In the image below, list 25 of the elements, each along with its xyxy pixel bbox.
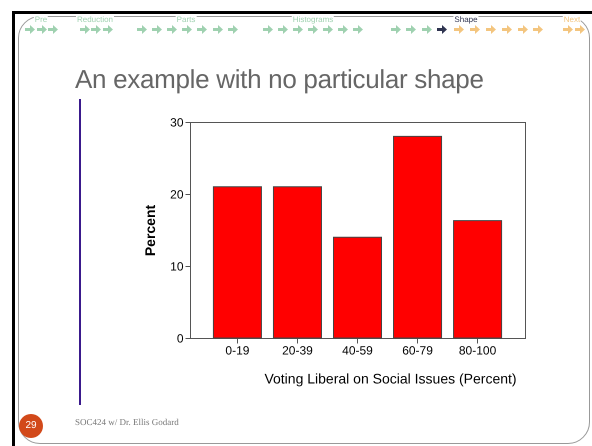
text: 29	[24, 420, 38, 431]
x-tick-label: 80-100	[458, 344, 497, 358]
text: Pre	[34, 15, 48, 24]
bar	[212, 186, 262, 338]
text: Next	[562, 15, 582, 24]
y-tick-label: 20	[170, 188, 184, 202]
text: Shape	[453, 15, 479, 24]
x-tick-label: 0-19	[225, 344, 250, 358]
x-axis-title: Voting Liberal on Social Issues (Percent)	[264, 370, 517, 386]
bar	[272, 186, 322, 338]
bar	[332, 236, 382, 338]
text: Reduction	[76, 15, 114, 24]
x-tick-label: 20-39	[282, 344, 314, 358]
text: Histograms	[292, 15, 334, 24]
x-tick-label: 60-79	[402, 344, 434, 358]
x-tick-label: 40-59	[342, 344, 374, 358]
y-axis-title: Percent	[142, 204, 158, 256]
text: SOC424 w/ Dr. Ellis Godard	[75, 417, 179, 427]
y-tick-label: 10	[170, 260, 184, 274]
chart-title: An example with no particular shape	[75, 64, 484, 95]
text: Parts	[176, 15, 196, 24]
bar	[393, 136, 442, 338]
y-tick-label: 0	[176, 332, 184, 346]
bar	[453, 220, 502, 338]
y-tick-label: 30	[170, 116, 184, 130]
